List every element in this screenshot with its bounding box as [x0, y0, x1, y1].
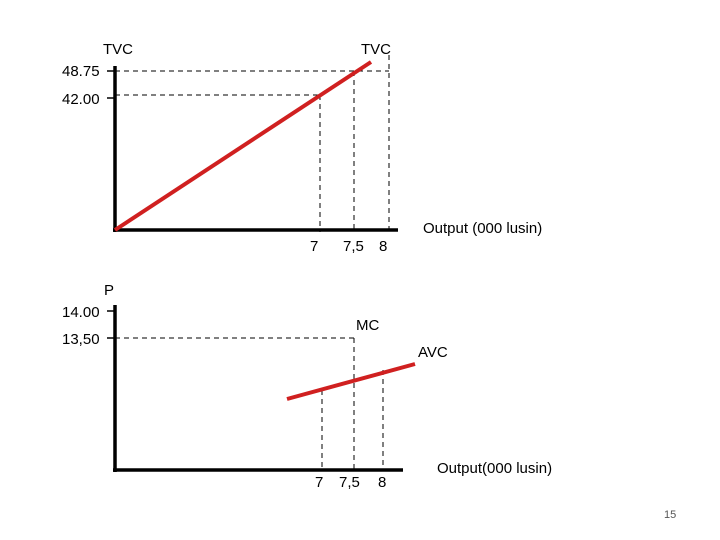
price-y-tick-label: 14.00	[62, 304, 100, 321]
tvc-x-tick-label: 7,5	[343, 238, 364, 255]
price-x-axis-label: Output(000 lusin)	[437, 460, 552, 477]
avc-curve	[286, 362, 416, 401]
tvc-x-tick-label: 7	[310, 238, 318, 255]
tvc-series-label: TVC	[361, 41, 391, 58]
mc-series-label: MC	[356, 317, 379, 334]
tvc-x-tick-label: 8	[379, 238, 387, 255]
price-x-tick-label: 8	[378, 474, 386, 491]
cost-per-unit-chart: P MC AVC 14.00 13,50 7 7,5 8 Output(000 …	[62, 282, 552, 491]
price-y-axis-label: P	[104, 282, 114, 299]
tvc-y-tick-label: 42.00	[62, 91, 100, 108]
tvc-y-axis-label: TVC	[103, 41, 133, 58]
price-x-tick-label: 7,5	[339, 474, 360, 491]
tvc-x-axis-label: Output (000 lusin)	[423, 220, 542, 237]
page-number: 15	[664, 509, 676, 521]
avc-series-label: AVC	[418, 344, 448, 361]
tvc-y-tick-label: 48.75	[62, 63, 100, 80]
price-x-tick-label: 7	[315, 474, 323, 491]
tvc-curve	[113, 60, 373, 232]
tvc-chart: TVC TVC 48.75 42.00 7 7,5 8 Output (000 …	[62, 41, 542, 255]
price-y-tick-label: 13,50	[62, 331, 100, 348]
